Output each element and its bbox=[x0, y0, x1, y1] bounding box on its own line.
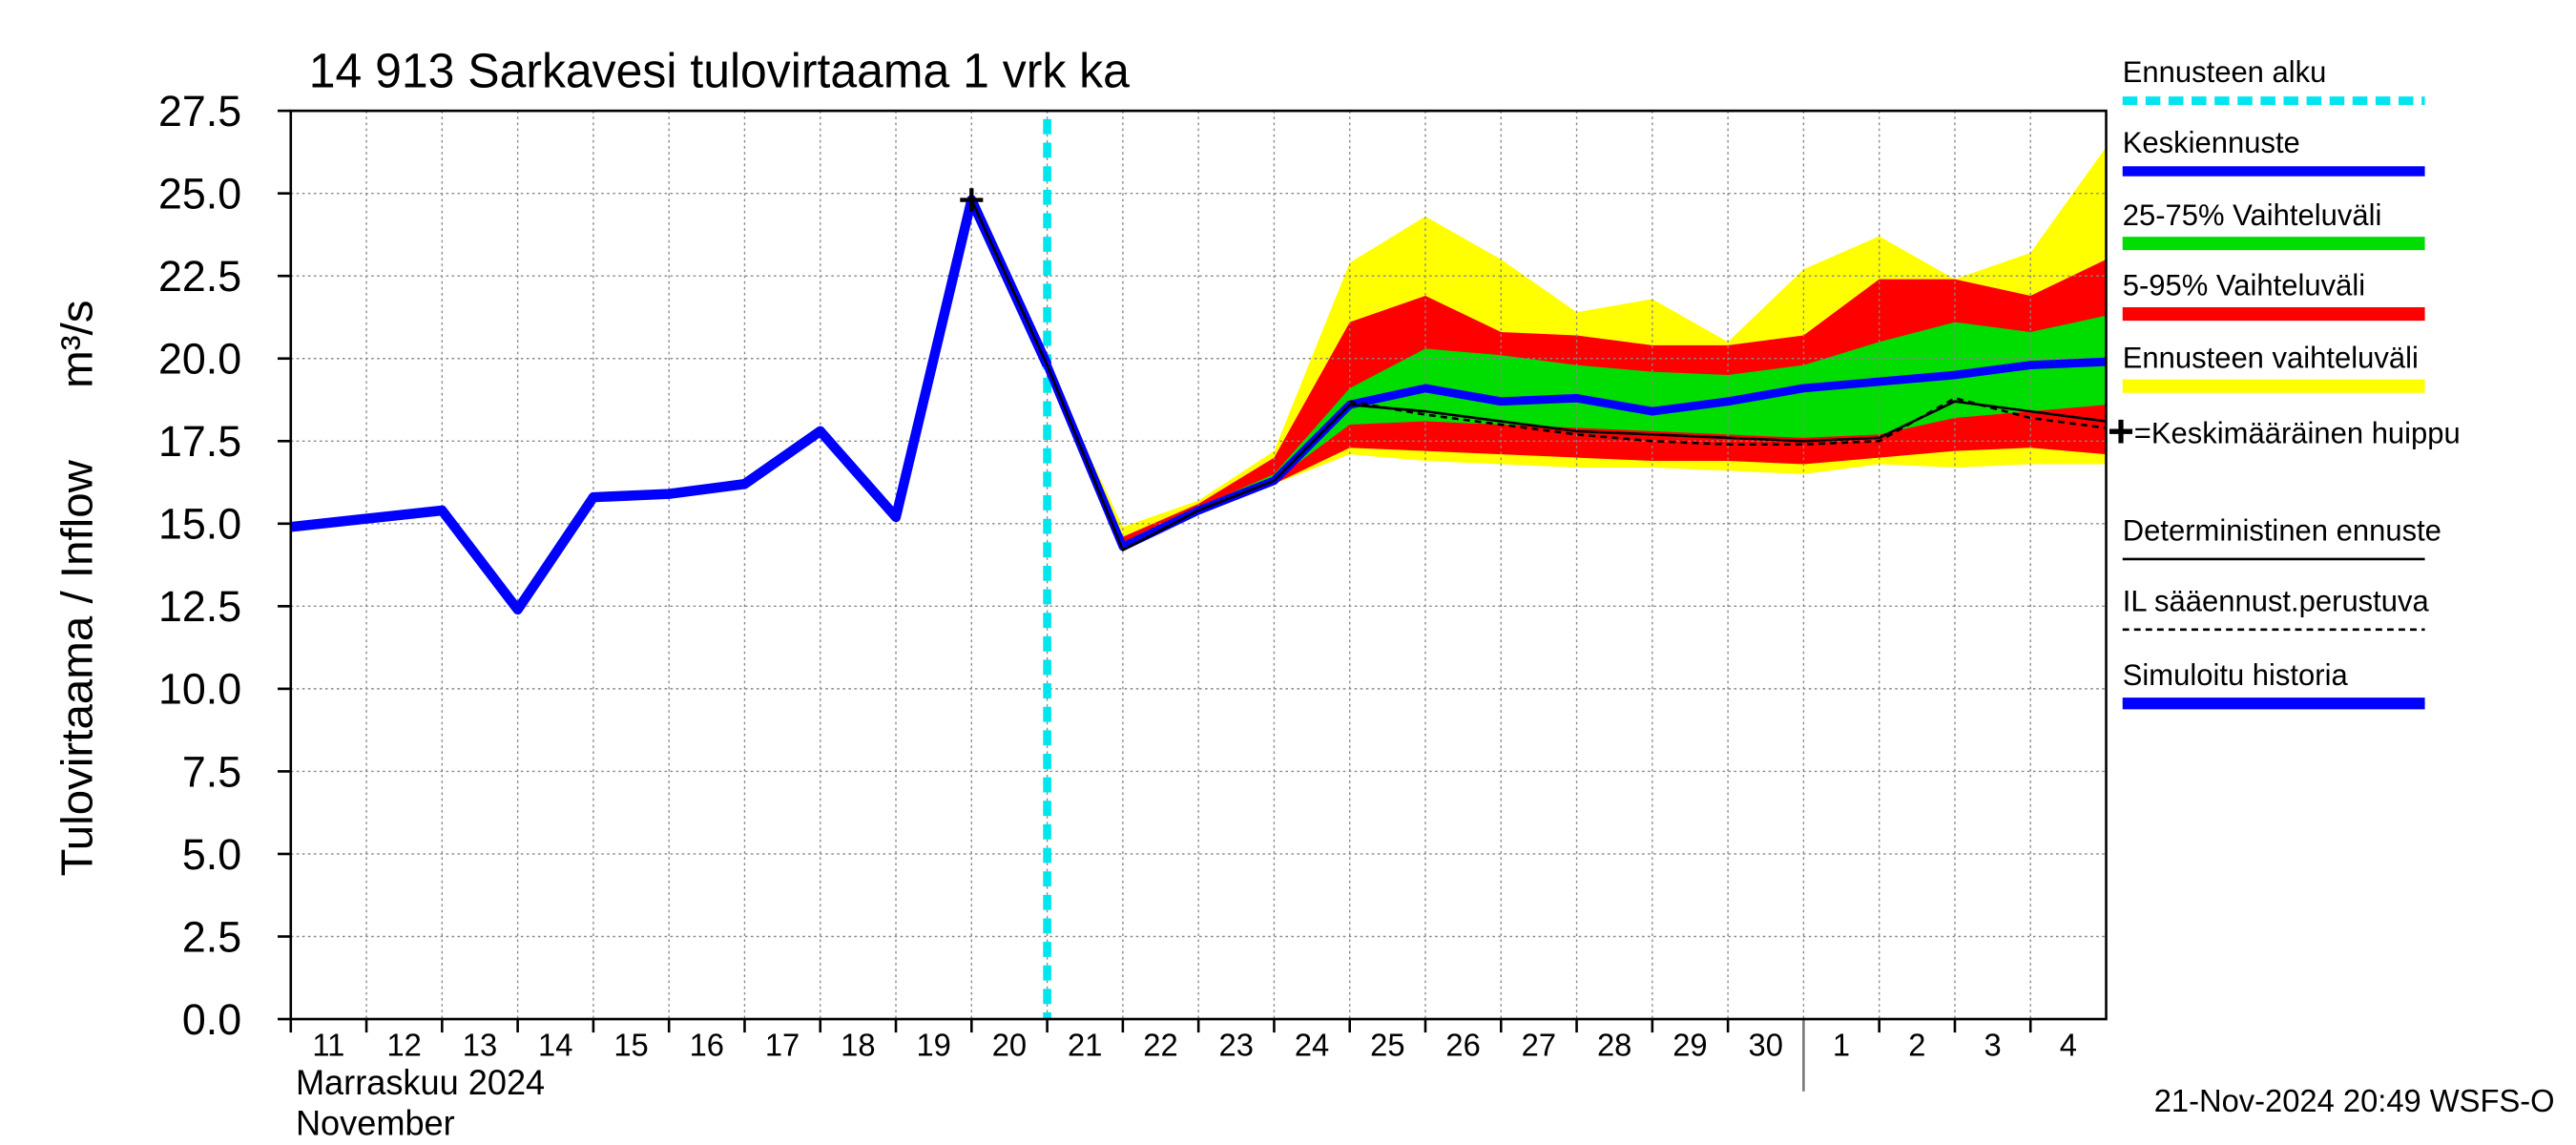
x-tick-label: 16 bbox=[690, 1028, 724, 1063]
x-tick-label: 2 bbox=[1908, 1028, 1925, 1063]
y-tick-label: 10.0 bbox=[158, 664, 241, 714]
x-tick-label: 27 bbox=[1522, 1028, 1556, 1063]
x-tick-label: 13 bbox=[463, 1028, 497, 1063]
x-tick-label: 14 bbox=[538, 1028, 572, 1063]
legend-label: Deterministinen ennuste bbox=[2123, 513, 2441, 547]
legend-label: 5-95% Vaihteluväli bbox=[2123, 268, 2365, 302]
x-tick-label: 3 bbox=[1984, 1028, 2001, 1063]
x-tick-label: 25 bbox=[1370, 1028, 1404, 1063]
x-tick-label: 4 bbox=[2060, 1028, 2077, 1063]
y-tick-label: 27.5 bbox=[158, 87, 241, 136]
x-tick-label: 28 bbox=[1597, 1028, 1631, 1063]
x-tick-label: 15 bbox=[613, 1028, 648, 1063]
band bbox=[1047, 315, 2107, 548]
x-tick-label: 30 bbox=[1749, 1028, 1783, 1063]
legend-symbol bbox=[2109, 419, 2133, 444]
legend-label: 25-75% Vaihteluväli bbox=[2123, 198, 2382, 231]
x-tick-label: 19 bbox=[916, 1028, 950, 1063]
x-tick-label: 11 bbox=[312, 1028, 344, 1063]
y-tick-label: 15.0 bbox=[158, 499, 241, 549]
x-tick-label: 12 bbox=[386, 1028, 421, 1063]
series-line bbox=[1349, 396, 2107, 447]
legend-label: =Keskimääräinen huippu bbox=[2134, 416, 2461, 449]
series-line bbox=[290, 195, 1052, 615]
x-tick-label: 24 bbox=[1295, 1028, 1329, 1063]
y-tick-label: 25.0 bbox=[158, 169, 241, 219]
y-tick-label: 0.0 bbox=[182, 994, 241, 1044]
x-tick-label: 26 bbox=[1445, 1028, 1480, 1063]
y-tick-label: 22.5 bbox=[158, 252, 241, 302]
peak-marker bbox=[960, 188, 984, 212]
y-axis-label: Tulovirtaama / Inflow bbox=[52, 459, 101, 877]
x-axis-label: Marraskuu 2024 bbox=[296, 1063, 545, 1102]
legend-label: Simuloitu historia bbox=[2123, 658, 2349, 692]
y-tick-label: 7.5 bbox=[182, 747, 241, 797]
series-line bbox=[967, 198, 2107, 552]
legend-label: Keskiennuste bbox=[2123, 126, 2300, 159]
x-tick-label: 18 bbox=[841, 1028, 875, 1063]
x-tick-label: 23 bbox=[1219, 1028, 1254, 1063]
y-axis-unit: m³/s bbox=[52, 301, 101, 388]
x-tick-label: 21 bbox=[1068, 1028, 1102, 1063]
x-tick-label: 20 bbox=[992, 1028, 1027, 1063]
x-tick-label: 17 bbox=[765, 1028, 800, 1063]
y-tick-label: 12.5 bbox=[158, 582, 241, 632]
x-tick-label: 22 bbox=[1143, 1028, 1177, 1063]
x-tick-label: 29 bbox=[1672, 1028, 1707, 1063]
x-axis-label: November bbox=[296, 1103, 455, 1142]
y-tick-label: 2.5 bbox=[182, 912, 241, 962]
x-tick-label: 1 bbox=[1833, 1028, 1850, 1063]
y-tick-label: 20.0 bbox=[158, 334, 241, 384]
legend-label: Ennusteen vaihteluväli bbox=[2123, 341, 2419, 374]
footer: 21-Nov-2024 20:49 WSFS-O bbox=[2154, 1083, 2555, 1118]
y-tick-label: 5.0 bbox=[182, 829, 241, 879]
y-tick-label: 17.5 bbox=[158, 417, 241, 467]
legend-label: Ennusteen alku bbox=[2123, 55, 2327, 89]
legend-label: IL sääennust.perustuva bbox=[2123, 584, 2430, 617]
chart-title: 14 913 Sarkavesi tulovirtaama 1 vrk ka bbox=[309, 43, 1131, 98]
plot-frame bbox=[289, 109, 2108, 1021]
